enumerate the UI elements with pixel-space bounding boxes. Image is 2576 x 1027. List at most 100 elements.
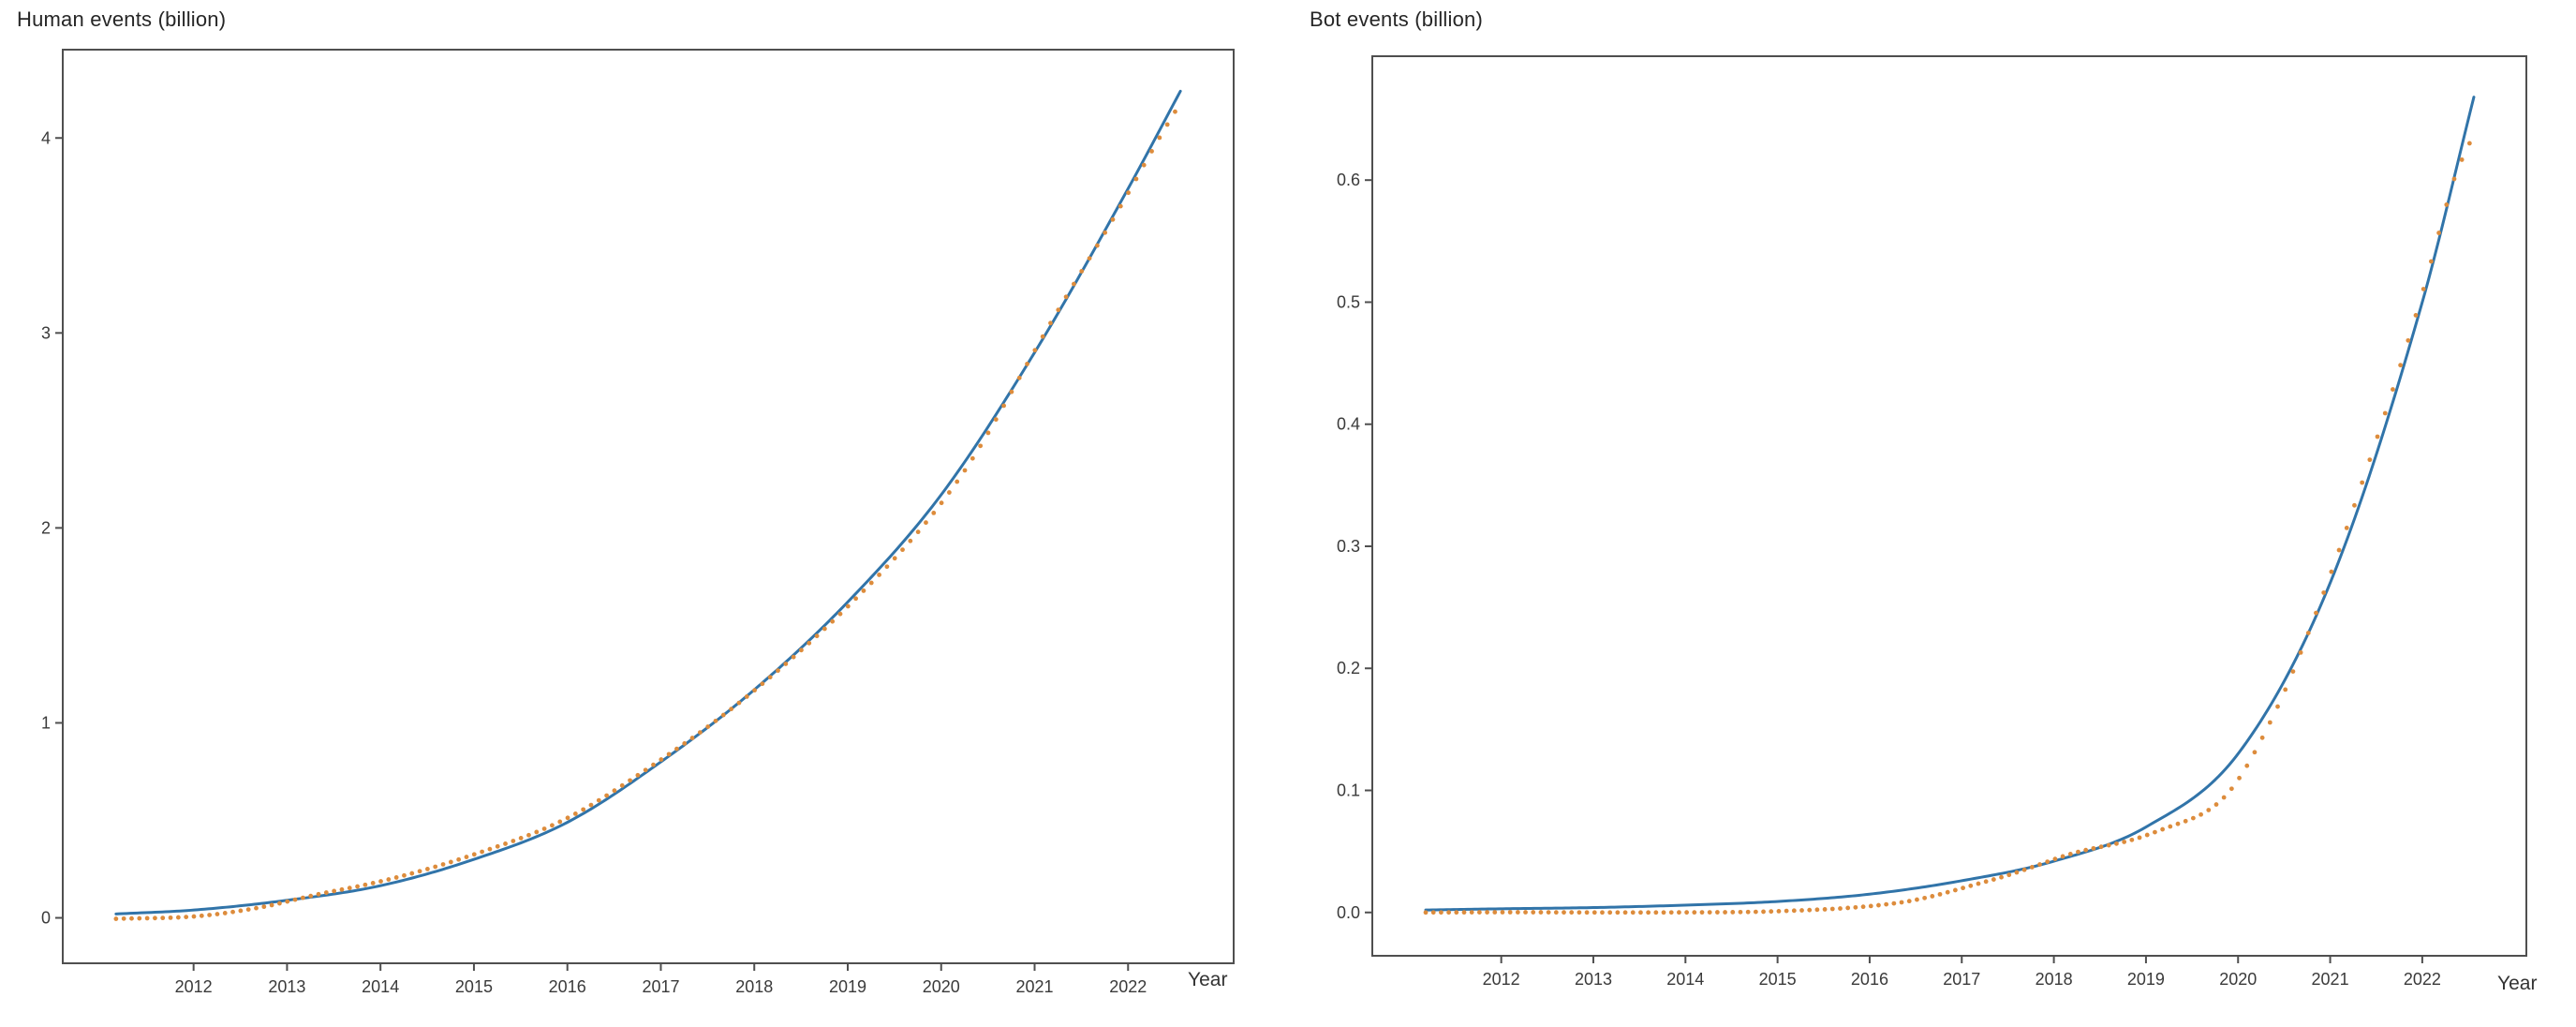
data-point-dot	[277, 900, 282, 906]
data-point-dot	[588, 802, 594, 808]
data-point-dot	[1899, 900, 1904, 905]
data-point-dot	[1860, 904, 1866, 910]
data-point-dot	[799, 647, 804, 653]
data-point-dot	[643, 767, 648, 773]
data-point-dot	[1531, 910, 1536, 915]
data-point-dot	[2221, 795, 2227, 800]
data-point-dot	[2305, 631, 2311, 635]
data-point-dot	[1853, 904, 1858, 910]
data-point-dot	[440, 862, 446, 867]
data-point-dot	[2459, 157, 2465, 162]
data-point-dot	[666, 752, 672, 757]
data-point-dot	[1562, 910, 1566, 915]
data-point-dot	[2314, 610, 2318, 616]
data-point-dot	[1807, 907, 1813, 913]
data-point-dot	[1668, 910, 1674, 915]
data-point-dot	[2060, 854, 2065, 859]
data-point-dot	[993, 417, 999, 423]
human-events-plot: 2012 2013 2014 2015 2016 2017 2018 2019 2020 2021…	[41, 49, 1235, 996]
data-point-dot	[2237, 775, 2242, 781]
human-events-figure: Human events (billion) 2012 2013 2014 2015 2…	[17, 7, 1235, 996]
data-point-dot	[1009, 389, 1014, 394]
data-point-dot	[2336, 547, 2342, 553]
data-point-dot	[1769, 909, 1774, 915]
data-point-dot	[144, 915, 150, 921]
data-point-dot	[1461, 910, 1467, 915]
data-point-dot	[1937, 891, 1943, 897]
data-point-dot	[2045, 859, 2050, 865]
y-tick-label: 0.3	[1337, 537, 1360, 556]
data-point-dot	[1016, 375, 1022, 380]
data-point-dot	[908, 538, 913, 543]
data-point-dot	[2037, 862, 2042, 867]
y-tick-label: 3	[41, 323, 51, 342]
data-point-dot	[1584, 910, 1590, 915]
data-point-dot	[604, 793, 610, 798]
data-point-dot	[2406, 337, 2411, 343]
data-point-dot	[1072, 281, 1076, 287]
data-point-dot	[2129, 837, 2135, 842]
data-point-dot	[1538, 910, 1544, 915]
data-point-dot	[541, 826, 547, 831]
data-point-dot	[1983, 879, 1989, 885]
y-tick-label: 1	[41, 713, 51, 732]
data-point-dot	[915, 529, 921, 535]
data-point-dot	[1945, 889, 1950, 895]
data-point-dot	[635, 772, 641, 778]
data-point-dot	[2106, 842, 2111, 848]
data-point-dot	[1930, 894, 1935, 899]
data-point-dot	[2029, 865, 2035, 870]
data-point-dot	[1976, 881, 1981, 886]
data-point-dot	[2367, 457, 2373, 463]
plot-spines	[1371, 55, 2527, 957]
data-point-dot	[199, 913, 204, 918]
data-point-dot	[2168, 824, 2173, 829]
data-point-dot	[471, 852, 477, 857]
data-point-dot	[2290, 669, 2296, 674]
data-point-dot	[121, 915, 126, 921]
data-point-dot	[2451, 176, 2457, 182]
data-point-dot	[572, 811, 578, 816]
data-point-dot	[1546, 910, 1551, 915]
data-point-dot	[1838, 906, 1843, 911]
data-point-dot	[292, 897, 298, 902]
data-point-dot	[1577, 910, 1582, 915]
data-point-dot	[1133, 176, 1139, 182]
data-point-dot	[596, 797, 601, 803]
data-point-dot	[744, 694, 749, 699]
data-point-dot	[1999, 874, 2004, 880]
x-tick-label: 2021	[2312, 970, 2349, 989]
x-tick-label: 2019	[2127, 970, 2165, 989]
data-point-dot	[1845, 905, 1851, 911]
data-point-dot	[814, 633, 820, 639]
data-point-dot	[861, 588, 866, 593]
data-point-dot	[113, 916, 119, 921]
data-point-dot	[1079, 268, 1085, 274]
data-point-dot	[1991, 877, 1996, 882]
bot-events-figure: Bot events (billion) 2012 2013 2014 2015 201…	[1288, 0, 2576, 1027]
data-point-dot	[1622, 910, 1628, 915]
data-point-dot	[215, 912, 220, 916]
data-point-dot	[2098, 844, 2104, 850]
data-point-dot	[511, 839, 516, 843]
data-point-dot	[1714, 910, 1720, 915]
data-point-dot	[837, 611, 843, 617]
data-point-dot	[651, 762, 656, 767]
data-point-dot	[674, 746, 679, 752]
data-point-dot	[1515, 910, 1520, 915]
data-point-dot	[2144, 832, 2150, 838]
y-tick-label: 0.6	[1337, 171, 1360, 189]
data-point-dot	[2382, 410, 2388, 416]
data-point-dot	[1087, 256, 1092, 261]
data-point-dot	[534, 829, 540, 835]
data-point-dot	[2398, 363, 2404, 368]
data-point-dot	[1553, 910, 1559, 915]
data-point-dot	[1523, 910, 1528, 915]
data-point-dot	[720, 712, 726, 718]
y-tick-label: 0.1	[1337, 781, 1360, 800]
data-point-dot	[370, 881, 376, 886]
data-point-dot	[807, 640, 812, 646]
data-point-dot	[1446, 910, 1452, 915]
chart-title-human-events: Human events (billion)	[17, 7, 227, 31]
